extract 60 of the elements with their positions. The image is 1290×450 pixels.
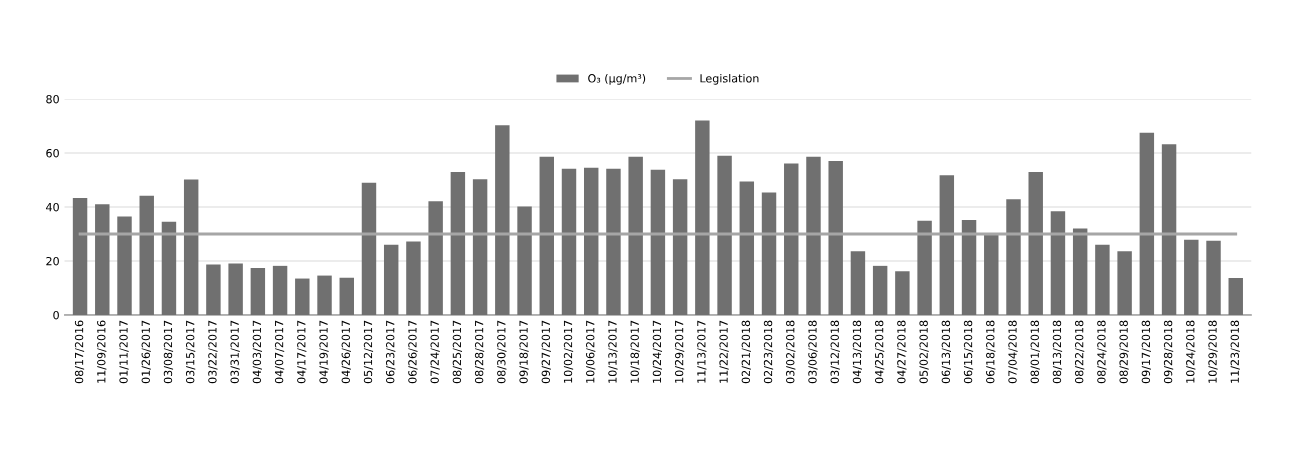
x-tick-label: 08/25/2017 bbox=[452, 320, 462, 384]
x-tick-label: 03/06/2018 bbox=[808, 320, 818, 384]
x-tick-label: 08/17/2016 bbox=[74, 320, 85, 384]
x-tick-label: 10/24/2018 bbox=[1186, 320, 1196, 383]
x-tick-label: 06/23/2017 bbox=[386, 320, 396, 384]
x-tick-label: 06/26/2017 bbox=[408, 320, 418, 384]
x-tick-label: 08/13/2018 bbox=[1052, 320, 1063, 384]
legend-label: Legislation bbox=[700, 73, 759, 85]
x-tick-label: 10/29/2018 bbox=[1208, 320, 1218, 383]
x-tick-label: 09/18/2017 bbox=[519, 320, 529, 384]
x-tick-label: 08/30/2017 bbox=[497, 320, 507, 384]
x-tick-label: 07/04/2018 bbox=[1008, 320, 1018, 384]
x-tick-label: 03/02/2018 bbox=[786, 320, 796, 384]
x-tick-label: 02/23/2018 bbox=[763, 320, 774, 384]
x-tick-label: 10/02/2017 bbox=[563, 320, 574, 383]
x-tick-label: 02/21/2018 bbox=[741, 320, 751, 384]
x-tick-label: 04/19/2017 bbox=[319, 320, 329, 384]
x-tick-label: 09/17/2018 bbox=[1141, 320, 1151, 384]
x-tick-label: 11/13/2017 bbox=[697, 320, 707, 383]
x-tick-label: 08/01/2018 bbox=[1030, 320, 1040, 384]
x-tick-label: 04/25/2018 bbox=[874, 320, 885, 384]
x-tick-label: 06/18/2018 bbox=[986, 320, 996, 384]
legend-label: O₃ (µg/m³) bbox=[588, 73, 646, 85]
y-tick-label: 20 bbox=[46, 256, 59, 266]
x-tick-label: 10/13/2017 bbox=[608, 320, 618, 383]
x-tick-label: 01/26/2017 bbox=[141, 320, 151, 384]
y-tick-label: 60 bbox=[46, 148, 59, 158]
x-tick-label: 04/03/2017 bbox=[252, 320, 262, 384]
x-tick-label: 10/29/2017 bbox=[674, 320, 685, 383]
x-tick-label: 04/26/2017 bbox=[341, 320, 351, 384]
x-tick-label: 11/22/2017 bbox=[719, 320, 729, 383]
x-tick-label: 03/12/2018 bbox=[830, 320, 840, 384]
x-tick-label: 03/22/2017 bbox=[208, 320, 218, 384]
x-tick-label: 06/15/2018 bbox=[963, 320, 974, 384]
y-tick-label: 0 bbox=[53, 310, 59, 320]
x-tick-label: 10/06/2017 bbox=[586, 320, 596, 383]
x-tick-label: 05/12/2017 bbox=[363, 320, 374, 384]
x-tick-label: 07/24/2017 bbox=[430, 320, 440, 384]
y-tick-label: 80 bbox=[46, 94, 59, 104]
x-tick-label: 03/15/2017 bbox=[186, 320, 196, 384]
x-tick-label: 03/31/2017 bbox=[230, 320, 240, 384]
x-tick-label: 08/28/2017 bbox=[474, 320, 485, 384]
x-tick-label: 04/13/2018 bbox=[852, 320, 863, 384]
y-tick-label: 40 bbox=[46, 202, 59, 212]
x-tick-label: 11/09/2016 bbox=[97, 320, 107, 383]
x-tick-label: 06/13/2018 bbox=[941, 320, 951, 384]
x-tick-label: 04/17/2017 bbox=[297, 320, 307, 384]
x-tick-label: 05/02/2018 bbox=[919, 320, 929, 384]
x-tick-label: 10/24/2017 bbox=[652, 320, 662, 383]
x-tick-label: 04/27/2018 bbox=[897, 320, 907, 384]
x-tick-label: 03/08/2017 bbox=[163, 320, 174, 384]
x-tick-label: 10/18/2017 bbox=[630, 320, 640, 383]
x-tick-label: 08/22/2018 bbox=[1074, 320, 1085, 384]
x-tick-label: 08/29/2018 bbox=[1119, 320, 1129, 384]
x-tick-label: 08/24/2018 bbox=[1097, 320, 1107, 384]
x-tick-label: 09/27/2017 bbox=[541, 320, 551, 384]
x-tick-label: 04/07/2017 bbox=[274, 320, 285, 384]
x-tick-label: 09/28/2018 bbox=[1163, 320, 1174, 384]
x-tick-label: 01/11/2017 bbox=[119, 320, 129, 384]
x-tick-label: 11/23/2018 bbox=[1230, 320, 1240, 383]
